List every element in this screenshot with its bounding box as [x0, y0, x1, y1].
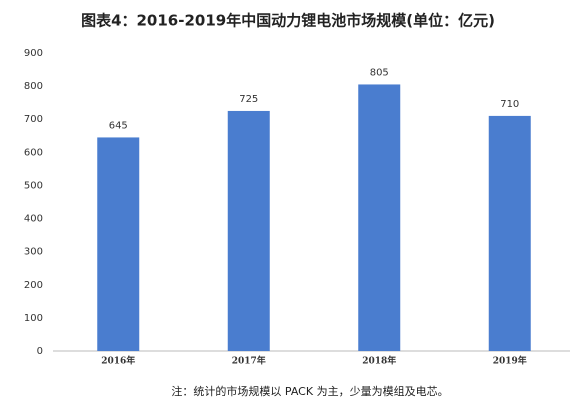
data-label: 645	[109, 120, 128, 131]
x-tick-label: 2019年	[493, 355, 527, 367]
data-label: 805	[370, 67, 389, 78]
y-tick-label: 800	[24, 81, 43, 92]
bar	[227, 110, 270, 351]
chart-title: 图表4：2016-2019年中国动力锂电池市场规模(单位：亿元)	[81, 12, 495, 30]
y-tick-label: 400	[24, 214, 43, 225]
x-tick-label: 2017年	[232, 355, 266, 367]
y-tick-label: 100	[24, 313, 43, 324]
data-label: 710	[500, 99, 519, 110]
y-tick-label: 200	[24, 280, 43, 291]
y-tick-label: 900	[24, 48, 43, 59]
data-label: 725	[239, 94, 258, 105]
footnote: 注：统计的市场规模以 PACK 为主，少量为模组及电芯。	[171, 384, 448, 398]
y-tick-label: 0	[37, 346, 43, 357]
x-tick-label: 2016年	[101, 355, 135, 367]
y-tick-label: 600	[24, 147, 43, 158]
bar	[488, 115, 531, 352]
y-tick-label: 300	[24, 247, 43, 258]
bar	[97, 137, 140, 351]
y-tick-label: 500	[24, 180, 43, 191]
bar	[358, 84, 401, 351]
x-tick-label: 2018年	[362, 355, 396, 367]
y-tick-label: 700	[24, 114, 43, 125]
